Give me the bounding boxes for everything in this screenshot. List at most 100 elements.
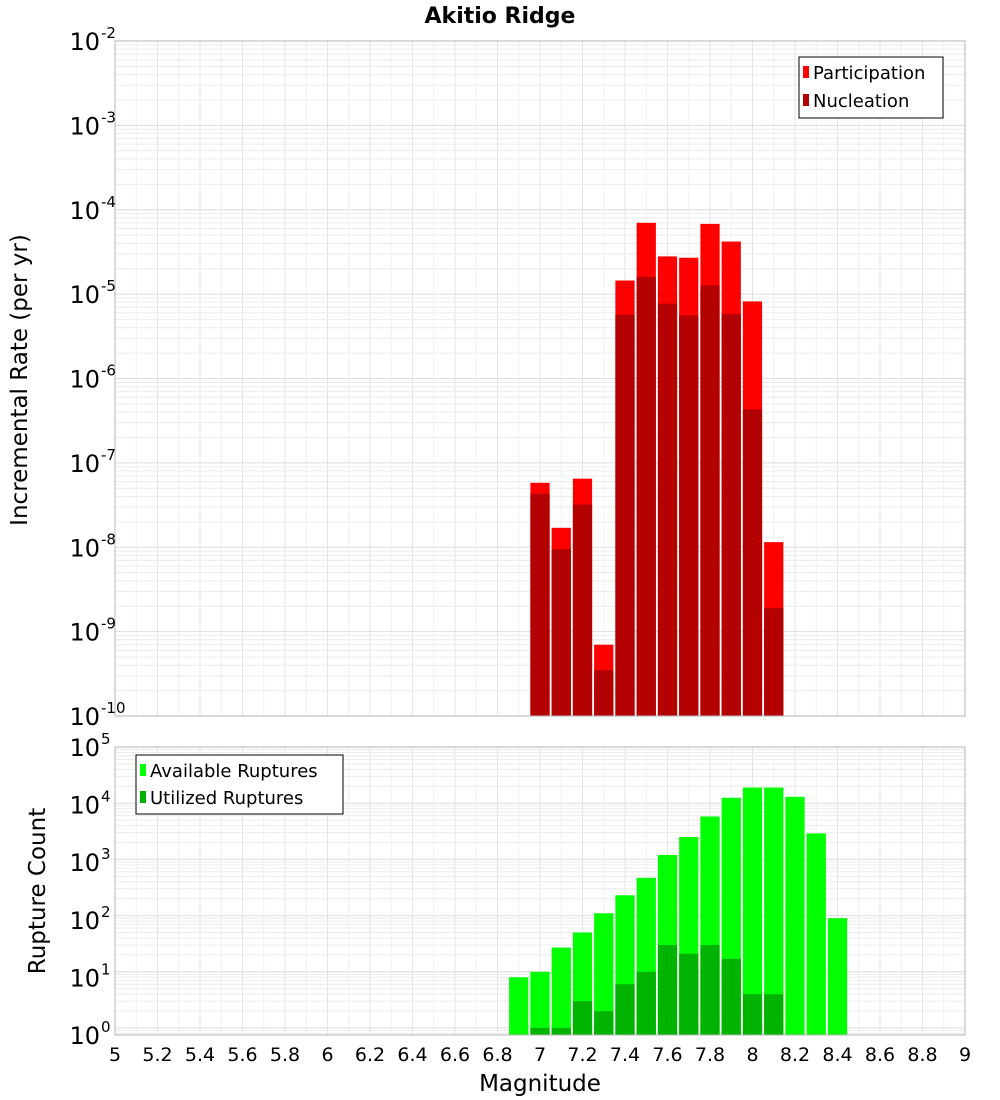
bottom-bar-utilized-ruptures xyxy=(657,944,678,1035)
bottom-bar-utilized-ruptures xyxy=(721,958,741,1035)
top-bar-nucleation xyxy=(594,670,614,716)
x-tick-label: 8.6 xyxy=(865,1044,895,1066)
top-bar-nucleation xyxy=(572,504,593,716)
top-bar-nucleation xyxy=(657,303,678,716)
legend-available-swatch xyxy=(140,764,146,776)
x-tick-label: 8.2 xyxy=(780,1044,810,1066)
bottom-frame xyxy=(114,746,966,1036)
top-ytick-label: 10 xyxy=(69,366,100,394)
bottom-ytick-label: 10 xyxy=(69,792,100,820)
x-tick-label: 7.4 xyxy=(610,1044,640,1066)
bottom-ytick-label: 10 xyxy=(69,907,100,935)
top-bar-nucleation xyxy=(700,285,720,716)
x-tick-label: 5.6 xyxy=(227,1044,257,1066)
bottom-ytick-exponent: 0 xyxy=(101,1018,111,1036)
legend-bottom: Available Ruptures Utilized Ruptures xyxy=(135,754,344,815)
bottom-bar-available-ruptures xyxy=(551,947,571,1035)
legend-utilized-swatch xyxy=(140,791,146,803)
top-ytick-exponent: -6 xyxy=(101,362,116,380)
x-tick-label: 8.4 xyxy=(822,1044,852,1066)
chart-title: Akitio Ridge xyxy=(425,4,576,29)
x-tick-label: 6.4 xyxy=(397,1044,427,1066)
top-ytick-label: 10 xyxy=(69,450,100,478)
x-tick-label: 6.6 xyxy=(440,1044,470,1066)
top-bar-nucleation xyxy=(615,314,635,716)
x-tick-label: 9 xyxy=(959,1044,971,1066)
x-tick-label: 7.8 xyxy=(695,1044,725,1066)
bottom-bar-utilized-ruptures xyxy=(615,984,635,1035)
top-ytick-label: 10 xyxy=(69,28,100,56)
top-ytick-exponent: -3 xyxy=(101,108,116,126)
top-ytick-label: 10 xyxy=(69,112,100,140)
top-bar-nucleation xyxy=(764,608,784,716)
top-bar-nucleation xyxy=(530,493,550,716)
top-ytick-label: 10 xyxy=(69,703,100,731)
top-bar-nucleation xyxy=(551,549,571,716)
legend-nucleation-swatch xyxy=(803,94,809,106)
legend-top-box xyxy=(798,56,944,119)
bottom-bar-utilized-ruptures xyxy=(551,1027,571,1035)
x-tick-label: 6.2 xyxy=(355,1044,385,1066)
bottom-ytick-exponent: 3 xyxy=(101,845,111,863)
top-ytick-label: 10 xyxy=(69,619,100,647)
bottom-ytick-label: 10 xyxy=(69,1022,100,1050)
top-ytick-exponent: -8 xyxy=(101,530,116,548)
bottom-bar-available-ruptures xyxy=(806,833,826,1035)
bottom-bar-utilized-ruptures xyxy=(572,1001,593,1035)
top-bar-nucleation xyxy=(636,276,656,716)
bottom-ytick-exponent: 1 xyxy=(101,960,111,978)
top-frame xyxy=(114,40,966,717)
bottom-bar-utilized-ruptures xyxy=(700,944,720,1035)
legend-utilized-label: Utilized Ruptures xyxy=(150,788,303,809)
bottom-bar-available-ruptures xyxy=(594,913,614,1035)
top-ytick-label: 10 xyxy=(69,197,100,225)
top-ytick-exponent: -7 xyxy=(101,446,116,464)
x-tick-label: 7.2 xyxy=(567,1044,597,1066)
legend-nucleation-label: Nucleation xyxy=(813,91,909,112)
x-tick-label: 5.8 xyxy=(270,1044,300,1066)
top-ytick-exponent: -5 xyxy=(101,277,116,295)
bottom-ytick-label: 10 xyxy=(69,849,100,877)
bottom-bar-utilized-ruptures xyxy=(742,994,763,1035)
top-ytick-exponent: -4 xyxy=(101,193,116,211)
bottom-bar-utilized-ruptures xyxy=(636,971,656,1035)
bottom-y-axis-title: Rupture Count xyxy=(25,808,51,974)
top-ytick-label: 10 xyxy=(69,281,100,309)
bottom-bar-utilized-ruptures xyxy=(530,1027,550,1035)
bottom-ytick-label: 10 xyxy=(69,734,100,762)
top-ytick-label: 10 xyxy=(69,534,100,562)
x-tick-label: 8.8 xyxy=(907,1044,937,1066)
x-tick-label: 8 xyxy=(746,1044,758,1066)
top-bar-nucleation xyxy=(721,314,741,716)
bottom-bar-available-ruptures xyxy=(785,796,805,1035)
legend-bottom-box xyxy=(135,754,344,815)
legend-participation-label: Participation xyxy=(813,63,925,84)
x-tick-label: 6.8 xyxy=(482,1044,512,1066)
bottom-ytick-exponent: 4 xyxy=(101,788,111,806)
x-tick-label: 5 xyxy=(109,1044,121,1066)
top-bar-nucleation xyxy=(742,409,763,716)
bottom-ytick-exponent: 2 xyxy=(101,903,111,921)
x-tick-label: 7 xyxy=(534,1044,546,1066)
bottom-bar-utilized-ruptures xyxy=(679,953,699,1035)
legend-available-label: Available Ruptures xyxy=(150,761,318,782)
bottom-bar-available-ruptures xyxy=(827,918,848,1035)
bottom-bar-available-ruptures xyxy=(764,787,784,1035)
bottom-ytick-label: 10 xyxy=(69,964,100,992)
top-bar-nucleation xyxy=(679,315,699,716)
x-tick-label: 7.6 xyxy=(652,1044,682,1066)
top-ytick-exponent: -10 xyxy=(101,699,126,717)
x-axis-title: Magnitude xyxy=(479,1071,601,1097)
bottom-bar-available-ruptures xyxy=(530,971,550,1035)
bottom-bar-utilized-ruptures xyxy=(764,994,784,1035)
legend-top: Participation Nucleation xyxy=(798,56,944,119)
x-tick-label: 5.4 xyxy=(185,1044,215,1066)
top-ytick-exponent: -2 xyxy=(101,24,116,42)
top-ytick-exponent: -9 xyxy=(101,615,116,633)
x-tick-label: 6 xyxy=(321,1044,333,1066)
bottom-bar-available-ruptures xyxy=(509,977,529,1035)
legend-participation-swatch xyxy=(803,66,809,78)
top-panel: 10-210-310-410-510-610-710-810-910-10 xyxy=(69,24,966,731)
